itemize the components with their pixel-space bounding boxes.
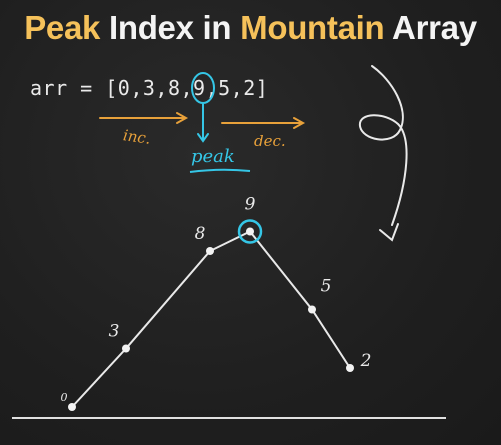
data-point-5 — [346, 364, 354, 372]
increasing-label: inc. — [121, 126, 152, 148]
title-word-peak: Peak — [24, 9, 101, 46]
page-title: Peak Index in Mountain Array — [0, 6, 501, 50]
peak-label: peak — [191, 146, 235, 167]
data-point-1 — [122, 344, 130, 353]
array-definition: arr = [0,3,8,9,5,2] — [30, 76, 268, 100]
peak-down-arrow — [197, 103, 209, 143]
data-point-2 — [206, 247, 214, 255]
title-word-mountain: Mountain — [240, 9, 385, 46]
array-prefix: arr = [0,3,8, — [30, 76, 194, 100]
data-label-2: 8 — [195, 224, 206, 244]
data-label-1: 3 — [109, 322, 120, 342]
decreasing-label: dec. — [254, 132, 286, 150]
data-label-5: 2 — [360, 351, 372, 371]
peak-value-circle — [191, 72, 215, 104]
data-label-3: 9 — [245, 195, 256, 215]
mountain-line — [71, 230, 351, 408]
data-point-0 — [68, 403, 76, 411]
data-point-4 — [308, 305, 316, 314]
peak-underline — [189, 168, 251, 173]
data-label-0: 0 — [61, 391, 68, 404]
title-word-array: Array — [392, 9, 477, 46]
data-point-3 — [246, 227, 254, 236]
increasing-arrow — [99, 112, 189, 124]
array-suffix: ,5,2] — [205, 76, 269, 100]
curved-arrow — [359, 65, 408, 242]
array-peak-value: 9 — [193, 76, 206, 100]
mountain-chart: 0 3 8 9 5 2 — [61, 195, 372, 411]
data-label-4: 5 — [321, 277, 332, 297]
peak-point-circle — [237, 219, 263, 244]
decreasing-arrow — [221, 117, 306, 129]
title-words-index-in: Index in — [108, 9, 232, 46]
